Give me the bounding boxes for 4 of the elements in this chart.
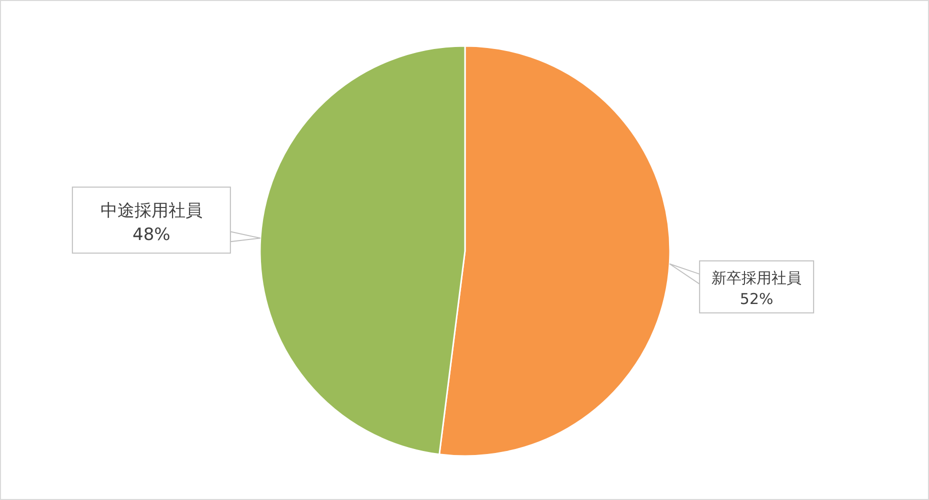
slice-label: 中途採用社員 xyxy=(100,201,202,222)
data-label: 52% xyxy=(740,290,774,308)
slice-label: 新卒採用社員 xyxy=(712,268,802,287)
data-label: 48% xyxy=(132,225,170,246)
